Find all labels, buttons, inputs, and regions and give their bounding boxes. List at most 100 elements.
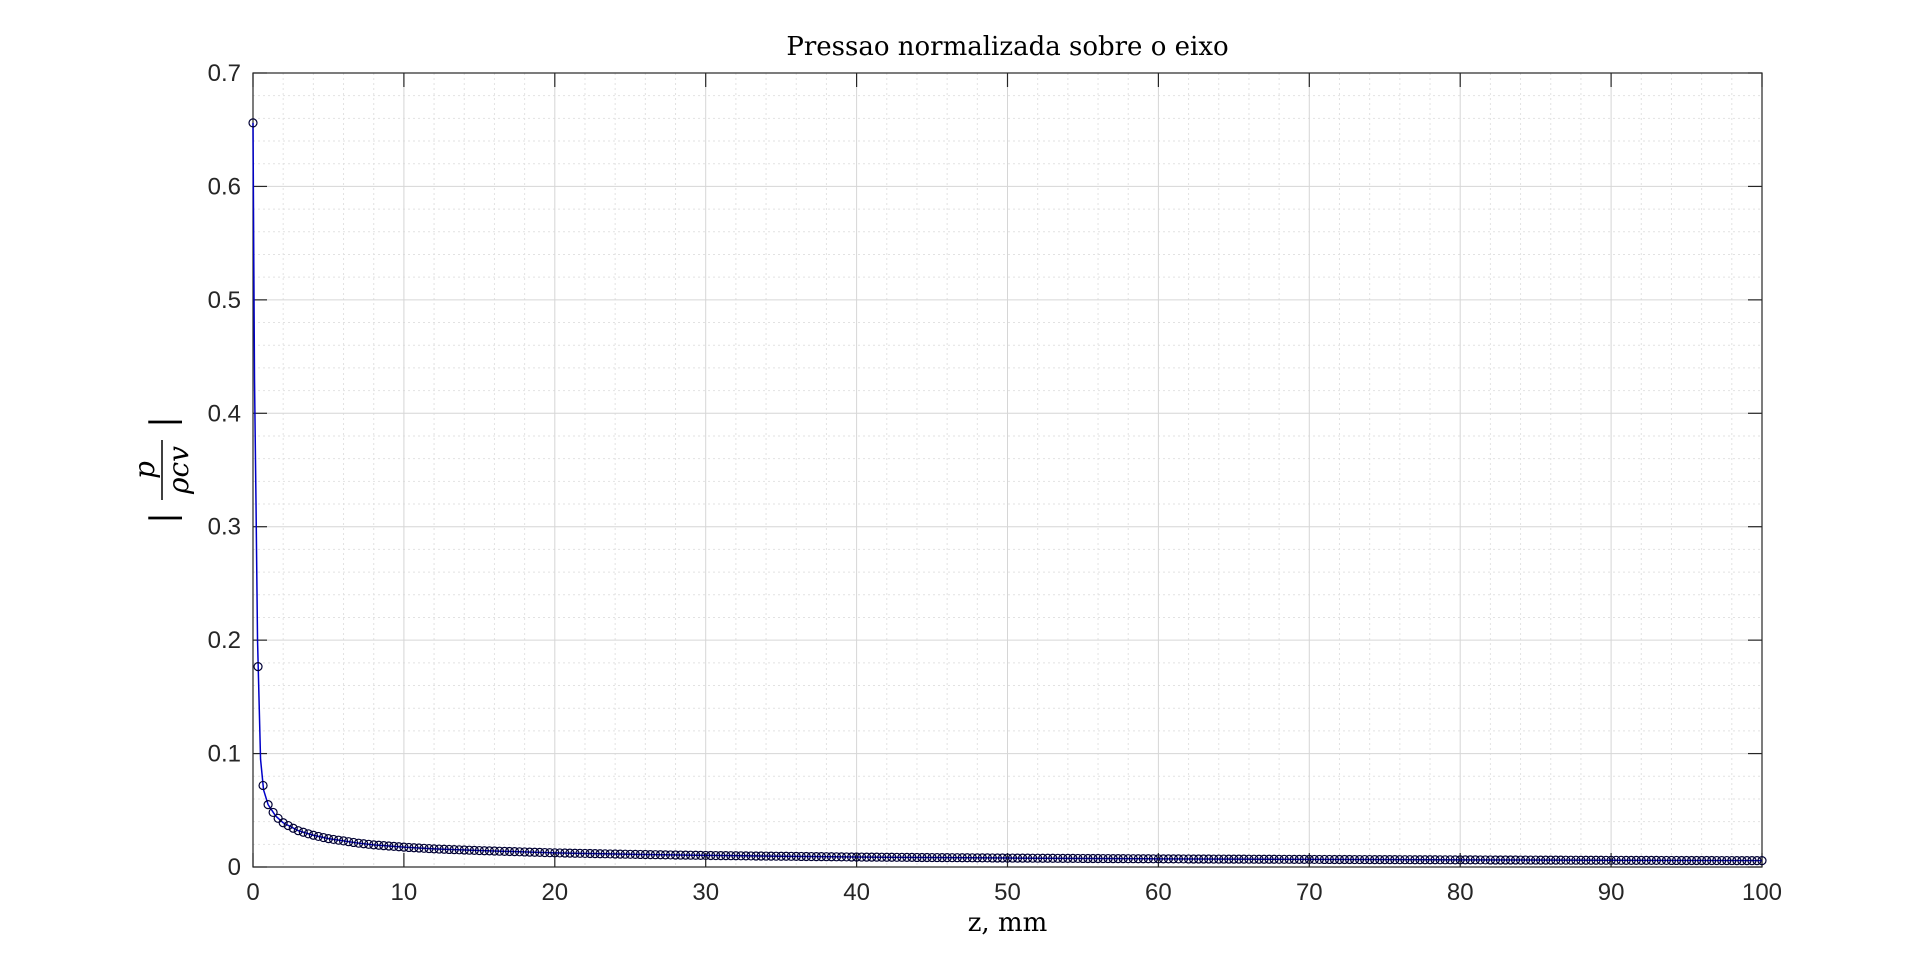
series-marker (1103, 853, 1113, 864)
series-marker (766, 851, 776, 861)
series-marker (414, 843, 424, 853)
series-marker (726, 851, 736, 861)
x-tick-label: 50 (994, 879, 1021, 906)
series-marker (1284, 854, 1294, 864)
y-axis-label: | p ρcv | (128, 416, 195, 523)
series-marker (1209, 854, 1219, 864)
series-marker (1601, 855, 1611, 865)
series-marker (1309, 854, 1319, 865)
series-marker (1093, 853, 1103, 864)
series-marker (1334, 854, 1345, 865)
series-marker (902, 852, 912, 862)
series-marker (1450, 855, 1460, 865)
series-marker (1722, 855, 1732, 866)
x-tick-label: 0 (246, 879, 259, 906)
series-marker (298, 827, 308, 837)
series-marker (293, 826, 303, 836)
series-marker (1676, 855, 1687, 866)
series-marker (1194, 854, 1204, 864)
series-marker (349, 837, 359, 848)
series-marker (1073, 853, 1083, 864)
series-marker (922, 852, 932, 863)
series-marker (1596, 855, 1606, 865)
x-tick-label: 100 (1742, 879, 1782, 906)
series-marker (1274, 854, 1284, 864)
series-marker (932, 852, 942, 863)
series-marker (318, 832, 329, 843)
series-marker (1133, 854, 1143, 864)
series-marker (1757, 856, 1767, 866)
series-marker (404, 842, 414, 853)
grid-lines (252, 72, 1763, 868)
series-marker (1702, 855, 1712, 866)
series-marker (469, 845, 479, 855)
series-marker (1264, 854, 1274, 864)
series-marker (706, 850, 716, 861)
series-marker (1586, 855, 1596, 865)
series-marker (1510, 855, 1521, 865)
y-tick-label: 0.4 (208, 400, 241, 427)
series-marker (615, 849, 625, 859)
y-axis-label-numerator: p (128, 461, 161, 479)
series-marker (253, 662, 263, 672)
series-marker (992, 853, 1003, 863)
series-marker (1651, 855, 1661, 866)
series-marker (328, 834, 339, 845)
series-marker (369, 840, 379, 850)
series-marker (1249, 854, 1259, 864)
series-marker (696, 850, 706, 860)
series-marker (791, 851, 801, 861)
series-marker (1329, 854, 1340, 865)
x-tick-label: 30 (692, 879, 719, 906)
series-marker (343, 837, 354, 847)
y-tick-label: 0.5 (208, 287, 241, 314)
series-marker (635, 849, 645, 860)
series-marker (449, 845, 459, 855)
series-marker (962, 853, 972, 863)
series-marker (882, 852, 892, 862)
series-marker (1395, 855, 1405, 865)
series-marker (1028, 853, 1038, 863)
series-marker (1747, 856, 1757, 866)
series-marker (585, 848, 595, 859)
series-marker (555, 848, 565, 858)
y-tick-label: 0.2 (208, 627, 241, 654)
series-marker (1551, 855, 1561, 865)
series-marker (645, 850, 655, 860)
series-marker (1063, 853, 1073, 863)
series-marker (1621, 855, 1631, 865)
series-marker (1742, 856, 1752, 866)
series-marker (1123, 854, 1133, 864)
series-marker (1646, 855, 1656, 866)
series-marker (862, 852, 872, 862)
series-marker (303, 829, 313, 839)
series-marker (701, 850, 711, 861)
series-marker (1671, 855, 1682, 866)
series-marker (987, 853, 998, 863)
series-marker (1033, 853, 1043, 863)
series-marker (409, 843, 419, 853)
series-marker (952, 853, 962, 863)
series-marker (1078, 853, 1088, 864)
series-marker (841, 852, 852, 862)
series-marker (1485, 855, 1495, 865)
series-marker (892, 852, 902, 862)
series-marker (786, 851, 796, 861)
series-marker (665, 850, 676, 860)
series-marker (1244, 854, 1254, 864)
series-marker (364, 839, 374, 849)
series-marker (424, 843, 434, 854)
series-marker (1178, 854, 1189, 864)
series-marker (660, 850, 671, 860)
series-marker (258, 780, 268, 791)
series-marker (1360, 854, 1370, 865)
series-marker (1470, 855, 1480, 865)
series-marker (1465, 855, 1475, 865)
series-marker (1098, 853, 1108, 864)
series-marker (1515, 855, 1526, 865)
series-marker (434, 844, 444, 854)
series-marker (1043, 853, 1053, 863)
series-marker (1531, 855, 1541, 865)
series-marker (1113, 854, 1123, 864)
series-marker (1173, 854, 1184, 864)
